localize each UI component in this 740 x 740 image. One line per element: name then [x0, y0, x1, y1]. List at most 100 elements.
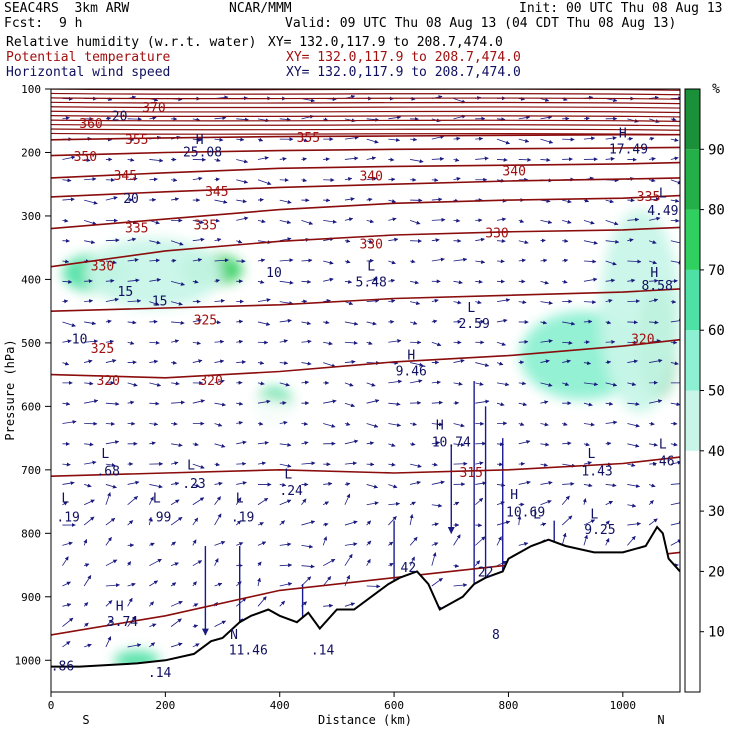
wind-arrow: [236, 464, 246, 465]
colorbar-tick-label: 60: [708, 323, 725, 339]
contour-label: L: [659, 437, 667, 452]
colorbar-segment-20: [685, 511, 700, 571]
contour-label: L: [367, 260, 375, 275]
y-tick-label: 600: [21, 400, 41, 413]
y-tick-label: 900: [21, 591, 41, 604]
contour-label: 2.59: [458, 317, 489, 332]
contour-label: .14: [311, 644, 335, 659]
wind-arrow: [519, 362, 524, 363]
colorbar-segment-30: [685, 451, 700, 511]
contour-label: 17.49: [609, 142, 648, 157]
contour-label: 1.43: [581, 465, 612, 480]
rh-region-4: [148, 397, 331, 467]
contour-label: .68: [96, 465, 119, 480]
wind-arrow: [519, 464, 525, 465]
contour-label: L: [590, 507, 598, 522]
colorbar-segment-50: [685, 330, 700, 390]
contour-label: 330: [485, 227, 508, 242]
colorbar-tick-label: 20: [708, 564, 725, 580]
contour-label: L: [587, 447, 595, 462]
contour-label: L: [284, 467, 292, 482]
cross-section-chart: 370360355 355350345345340 340335 3353303303…: [0, 0, 740, 740]
contour-label: H: [116, 599, 124, 614]
contour-label: 350: [74, 150, 97, 165]
contour-label: .99: [148, 510, 171, 525]
wind-arrow: [367, 586, 380, 587]
contour-label: 42: [401, 561, 417, 576]
contour-label: 15: [152, 295, 168, 310]
contour-label: .86: [51, 660, 74, 675]
contour-label: 335: [194, 218, 217, 233]
contour-label: L: [467, 301, 475, 316]
contour-label: 360: [79, 117, 102, 132]
contour-label: 4.49: [647, 204, 678, 219]
contour-label: 15: [118, 285, 134, 300]
colorbar-tick-label: 50: [708, 384, 725, 400]
colorbar-tick-label: 30: [708, 504, 725, 520]
contour-label: 330: [359, 238, 382, 253]
contour-label: .24: [279, 484, 303, 499]
colorbar-segment-70: [685, 210, 700, 270]
contour-label: 10: [266, 266, 282, 281]
colorbar-segment-80: [685, 149, 700, 209]
contour-label: 25.08: [183, 145, 222, 160]
y-axis-title: Pressure (hPa): [3, 339, 17, 440]
contour-label: 335: [637, 190, 660, 205]
x-tick-label: 200: [155, 699, 175, 712]
contour-label: 22: [478, 566, 494, 581]
contour-label: 8: [492, 628, 500, 643]
colorbar-segment-60: [685, 270, 700, 330]
contour-label: 9.46: [396, 364, 427, 379]
colorbar: 102030405060708090: [685, 89, 725, 692]
contour-label: L: [153, 491, 161, 506]
contour-label: 11.46: [229, 644, 268, 659]
wind-arrow: [519, 159, 531, 160]
contour-label: 340: [359, 170, 382, 185]
colorbar-unit: %: [712, 82, 720, 97]
contour-label: 315: [460, 466, 483, 481]
x-tick-label: 800: [499, 699, 519, 712]
contour-label: L: [533, 507, 541, 522]
y-tick-label: 300: [21, 210, 41, 223]
y-tick-label: 200: [21, 146, 41, 159]
contour-label: 20: [123, 192, 139, 207]
contour-label: L: [61, 491, 69, 506]
colorbar-segment-0: [685, 632, 700, 692]
contour-label: 320: [96, 374, 119, 389]
contour-label: 3.74: [107, 615, 138, 630]
colorbar-tick-label: 90: [708, 142, 725, 158]
y-tick-label: 700: [21, 464, 41, 477]
contour-label: H: [510, 488, 518, 503]
colorbar-tick-label: 70: [708, 263, 725, 279]
contour-label: H: [436, 418, 444, 433]
wind-arrow: [388, 179, 395, 180]
contour-label: 335: [125, 222, 148, 237]
contour-label: 8.58: [641, 279, 672, 294]
wind-arrow: [627, 322, 637, 323]
y-tick-label: 100: [21, 83, 41, 96]
contour-label: 345: [114, 169, 137, 184]
contour-label: 10: [72, 333, 88, 348]
colorbar-segment-10: [685, 571, 700, 631]
contour-label: L: [101, 447, 109, 462]
y-tick-label: 400: [21, 273, 41, 286]
contour-label: .46: [651, 455, 674, 470]
x-tick-label: 1000: [610, 699, 637, 712]
x-axis-title: Distance (km): [318, 713, 412, 727]
contour-label: 325: [91, 342, 114, 357]
contour-label: 330: [91, 260, 114, 275]
contour-label: L: [187, 458, 195, 473]
x-end-label-north: N: [657, 713, 664, 727]
wind-arrow: [671, 302, 676, 303]
colorbar-tick-label: 40: [708, 444, 725, 460]
contour-label: .23: [182, 477, 205, 492]
colorbar-tick-label: 10: [708, 625, 725, 641]
contour-label: 10.74: [432, 436, 471, 451]
wind-arrow: [258, 200, 263, 201]
contour-label: 320: [199, 374, 222, 389]
contour-label: L: [659, 187, 667, 202]
contour-label: 355: [297, 131, 320, 146]
y-tick-label: 1000: [15, 654, 42, 667]
contour-label: N: [230, 628, 238, 643]
contour-label: .14: [148, 666, 172, 681]
